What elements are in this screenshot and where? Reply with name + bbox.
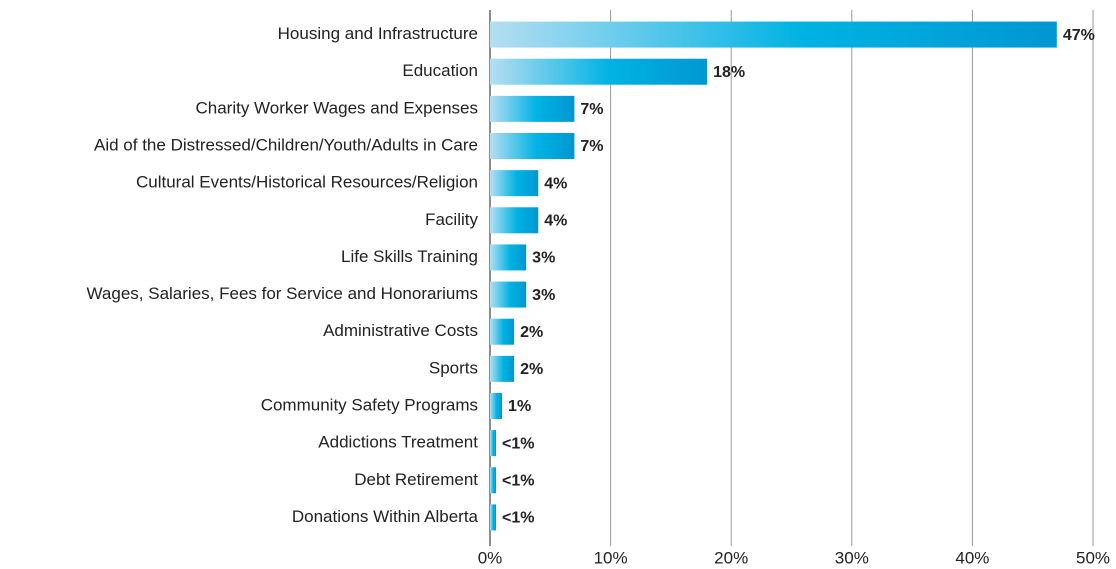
value-label: 18%	[713, 64, 745, 81]
y-tick-label: Education	[402, 61, 478, 80]
value-label: <1%	[502, 510, 534, 527]
bar	[490, 244, 527, 271]
y-tick-label: Community Safety Programs	[261, 395, 478, 414]
bar	[490, 504, 497, 531]
value-label: 7%	[580, 138, 603, 155]
y-tick-label: Cultural Events/Historical Resources/Rel…	[136, 173, 478, 192]
x-tick-label: 50%	[1076, 548, 1110, 567]
bar	[490, 355, 515, 382]
value-label: <1%	[502, 435, 534, 452]
x-tick-label: 40%	[955, 548, 989, 567]
bar	[490, 430, 497, 457]
bar	[490, 318, 515, 345]
value-label: 4%	[544, 175, 567, 192]
x-tick-label: 10%	[594, 548, 628, 567]
bar	[490, 133, 575, 159]
value-label: 2%	[520, 324, 543, 341]
bar	[490, 393, 503, 419]
value-label: 3%	[532, 250, 555, 267]
y-tick-label: Addictions Treatment	[318, 433, 478, 452]
bar	[490, 21, 1057, 48]
y-tick-label: Administrative Costs	[323, 321, 478, 340]
value-label: 47%	[1063, 27, 1095, 44]
y-tick-label: Donations Within Alberta	[292, 507, 479, 526]
value-label: <1%	[502, 473, 534, 490]
x-tick-label: 30%	[835, 548, 869, 567]
bar	[490, 207, 539, 234]
x-tick-label: 0%	[478, 548, 503, 567]
y-tick-label: Aid of the Distressed/Children/Youth/Adu…	[94, 135, 478, 154]
y-tick-label: Life Skills Training	[341, 247, 478, 266]
value-label: 2%	[520, 361, 543, 378]
y-tick-label: Housing and Infrastructure	[278, 24, 478, 43]
y-tick-label: Facility	[425, 210, 478, 229]
value-label: 7%	[580, 101, 603, 118]
value-label: 3%	[532, 287, 555, 304]
y-tick-label: Sports	[429, 358, 478, 377]
x-tick-label: 20%	[714, 548, 748, 567]
bar	[490, 170, 539, 197]
bar	[490, 467, 497, 494]
bar	[490, 58, 708, 85]
y-tick-label: Charity Worker Wages and Expenses	[195, 98, 478, 117]
bar	[490, 95, 575, 122]
value-label: 4%	[544, 213, 567, 230]
y-tick-label: Wages, Salaries, Fees for Service and Ho…	[87, 284, 478, 303]
y-tick-label: Debt Retirement	[354, 470, 478, 489]
bar	[490, 281, 527, 308]
value-label: 1%	[508, 398, 531, 415]
